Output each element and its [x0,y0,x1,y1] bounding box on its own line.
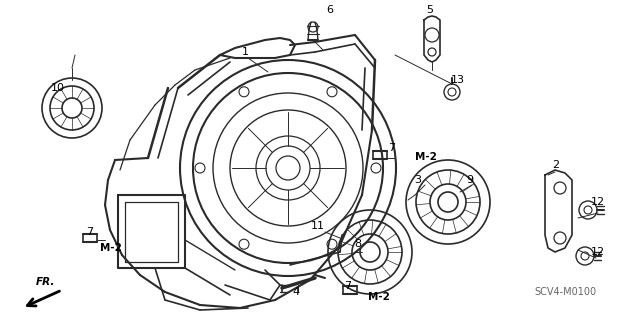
Text: 10: 10 [51,83,65,93]
Text: 11: 11 [311,221,325,231]
Text: 12: 12 [591,197,605,207]
Text: FR.: FR. [36,277,55,287]
Text: 7: 7 [86,227,93,237]
Text: M-2: M-2 [415,152,437,162]
Text: M-2: M-2 [368,292,390,302]
Text: SCV4-M0100: SCV4-M0100 [534,287,596,297]
Text: 3: 3 [415,175,422,185]
Text: 5: 5 [426,5,433,15]
Text: 2: 2 [552,160,559,170]
Text: 13: 13 [451,75,465,85]
Text: 1: 1 [241,47,248,57]
Text: 9: 9 [467,175,474,185]
Text: 4: 4 [292,287,300,297]
Text: 12: 12 [591,247,605,257]
Text: M-2: M-2 [100,243,122,253]
Text: 8: 8 [355,239,362,249]
Text: 6: 6 [326,5,333,15]
Text: 7: 7 [344,281,351,291]
Text: 7: 7 [388,143,396,153]
